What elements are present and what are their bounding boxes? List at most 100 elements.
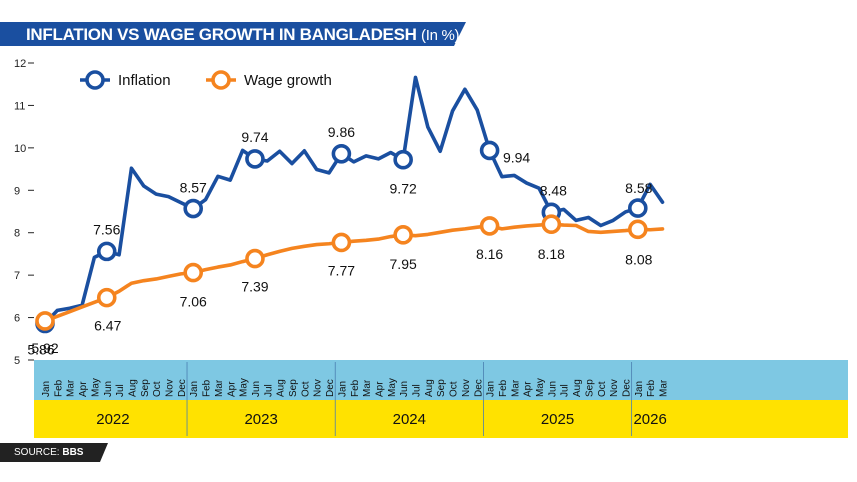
wage-growth-data-label: 8.16 xyxy=(476,246,503,262)
y-axis: 5 6 7 8 9 10 11 12 xyxy=(14,58,34,367)
x-month-label: Aug xyxy=(424,379,435,397)
x-month-label: Jan xyxy=(41,381,52,397)
wage-growth-data-label: 7.77 xyxy=(328,262,355,278)
y-tick-label: 7 xyxy=(14,270,20,282)
year-axis-band xyxy=(34,400,848,438)
x-month-label: May xyxy=(90,378,101,397)
x-month-label: Jan xyxy=(634,381,645,397)
x-month-label: Dec xyxy=(621,379,632,397)
x-month-label: Jul xyxy=(560,384,571,397)
inflation-data-label: 8.57 xyxy=(180,180,207,196)
x-year-label: 2026 xyxy=(633,411,666,428)
x-month-label: May xyxy=(387,378,398,397)
inflation-marker xyxy=(627,198,648,218)
x-year-label: 2023 xyxy=(244,411,277,428)
x-month-label: Jun xyxy=(103,381,114,397)
wage-growth-data-label: 7.95 xyxy=(390,256,417,272)
x-month-label: Dec xyxy=(325,379,336,397)
inflation-data-label: 8.58 xyxy=(625,180,652,196)
x-month-label: Oct xyxy=(597,381,608,397)
x-month-label: Jul xyxy=(263,384,274,397)
inflation-data-label: 9.74 xyxy=(241,129,268,145)
y-tick-label: 12 xyxy=(14,58,26,70)
wage-growth-marker xyxy=(331,232,352,253)
source-banner-bg xyxy=(0,443,108,462)
series-lines xyxy=(43,75,665,326)
x-month-label: Jan xyxy=(486,381,497,397)
x-month-label: Oct xyxy=(449,381,460,397)
x-month-label: Apr xyxy=(523,381,534,397)
x-month-label: May xyxy=(239,378,250,397)
y-tick-label: 5 xyxy=(14,355,20,367)
x-month-label: Aug xyxy=(276,379,287,397)
x-month-label: Dec xyxy=(473,379,484,397)
x-month-label: Aug xyxy=(572,379,583,397)
wage-growth-marker xyxy=(479,216,500,236)
legend-marker xyxy=(85,70,105,90)
x-month-label: Jun xyxy=(251,381,262,397)
x-year-label: 2022 xyxy=(96,411,129,428)
title-banner-bg xyxy=(0,22,466,46)
inflation-data-label: 7.56 xyxy=(93,221,120,237)
legend-label: Inflation xyxy=(118,72,171,89)
wage-growth-marker xyxy=(541,214,562,235)
chart-title-main: INFLATION VS WAGE GROWTH IN BANGLADESH xyxy=(26,25,417,44)
x-month-label: Jan xyxy=(189,381,200,397)
x-month-label: Sep xyxy=(288,379,299,397)
wage-growth-data-label: 5.92 xyxy=(31,340,58,356)
x-month-label: Apr xyxy=(374,381,385,397)
y-tick-label: 11 xyxy=(14,100,25,112)
wage-growth-data-label: 7.06 xyxy=(180,294,207,310)
x-month-label: Mar xyxy=(659,379,670,397)
inflation-marker xyxy=(183,198,203,219)
inflation-marker xyxy=(479,140,500,161)
inflation-line xyxy=(43,75,665,326)
x-month-label: Oct xyxy=(300,381,311,397)
wage-growth-marker xyxy=(627,219,648,240)
x-month-label: Mar xyxy=(510,379,521,397)
x-month-label: Feb xyxy=(53,379,64,397)
wage-growth-data-label: 6.47 xyxy=(94,318,121,334)
inflation-marker xyxy=(331,143,352,164)
inflation-marker xyxy=(245,149,265,169)
x-month-label: Sep xyxy=(140,379,151,397)
axis-backgrounds xyxy=(34,360,848,438)
y-tick-label: 9 xyxy=(14,185,20,197)
wage-growth-marker xyxy=(96,287,117,308)
x-year-label: 2025 xyxy=(541,411,574,428)
x-month-label: Mar xyxy=(214,379,225,397)
inflation-data-label: 9.72 xyxy=(390,181,417,197)
inflation-data-label: 9.86 xyxy=(328,124,355,140)
x-month-label: Apr xyxy=(78,381,89,397)
y-tick-label: 6 xyxy=(14,313,20,325)
x-month-label: Mar xyxy=(362,379,373,397)
x-month-label: Oct xyxy=(152,381,163,397)
x-month-label: Jul xyxy=(115,384,126,397)
x-month-label: Aug xyxy=(127,379,138,397)
legend-marker xyxy=(211,70,231,90)
x-month-label: Dec xyxy=(177,379,188,397)
x-month-label: Nov xyxy=(461,379,472,397)
x-month-label: Feb xyxy=(350,379,361,397)
inflation-marker xyxy=(393,149,413,170)
x-month-label: Sep xyxy=(584,379,595,397)
inflation-data-label: 9.94 xyxy=(503,149,530,165)
x-month-label: Feb xyxy=(646,379,657,397)
inflation-data-label: 5.86 xyxy=(27,342,54,358)
wage-growth-marker xyxy=(183,262,203,283)
x-month-label: Nov xyxy=(609,379,620,397)
year-dividers xyxy=(186,362,633,436)
wage-growth-marker xyxy=(35,311,55,331)
x-month-label: Jun xyxy=(399,381,410,397)
chart-title: INFLATION VS WAGE GROWTH IN BANGLADESH (… xyxy=(26,24,460,46)
source-note: SOURCE: BBS xyxy=(14,444,83,462)
month-axis-band xyxy=(34,360,848,400)
x-axis-months: Jan Feb Mar Apr May Jun Jul Aug Sep Oct Nov Dec Jan F… xyxy=(41,378,670,397)
source-prefix: SOURCE: xyxy=(14,447,60,458)
y-tick-label: 10 xyxy=(14,143,26,155)
data-labels: 5.86 7.56 8.57 9.74 9.86 9.72 9.94 8.48 8.58 5.92… xyxy=(27,124,652,358)
legend: Inflation Wage growth xyxy=(80,70,332,90)
wage-growth-marker xyxy=(245,248,265,269)
